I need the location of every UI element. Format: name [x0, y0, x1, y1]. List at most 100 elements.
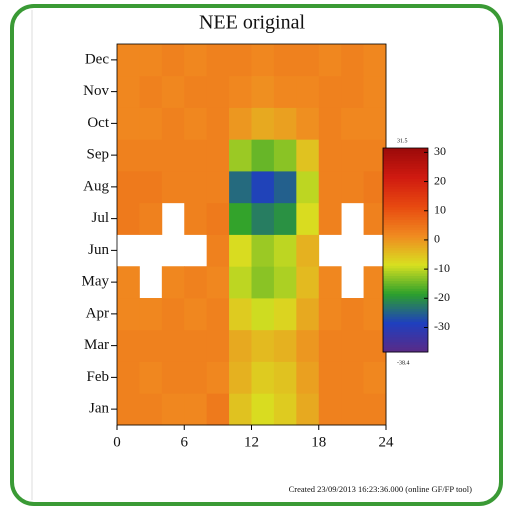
colorbar-strip	[383, 341, 428, 345]
colorbar-strip	[383, 290, 428, 294]
colorbar-strip	[383, 163, 428, 167]
heatmap-cell	[161, 171, 185, 204]
colorbar-strip	[383, 186, 428, 190]
colorbar-strip	[383, 272, 428, 276]
heatmap-cell	[251, 202, 275, 235]
colorbar-min-label: -38.4	[397, 360, 410, 366]
heatmap-cell	[161, 44, 185, 77]
heatmap-cell	[161, 107, 185, 140]
y-tick-label: Jul	[91, 210, 109, 226]
colorbar-strip	[383, 224, 428, 228]
colorbar-strip	[383, 153, 428, 157]
y-tick-label: Mar	[84, 337, 109, 353]
heatmap-cell	[229, 329, 252, 362]
colorbar-strip	[383, 252, 428, 256]
x-tick-label: 18	[311, 434, 326, 450]
heatmap-cell	[251, 298, 275, 331]
heatmap-cell	[318, 171, 342, 204]
colorbar-strip	[383, 158, 428, 162]
heatmap-cell	[296, 393, 320, 426]
y-tick-label: Jan	[89, 401, 109, 417]
y-tick-label: May	[82, 274, 110, 290]
heatmap-cell	[161, 266, 185, 299]
colorbar-strip	[383, 244, 428, 248]
colorbar-border	[382, 147, 429, 353]
heatmap-cell	[184, 393, 208, 426]
colorbar-strip	[383, 188, 428, 192]
colorbar-strip	[383, 173, 428, 177]
heatmap-cell	[273, 75, 297, 108]
colorbar-strip	[383, 239, 428, 243]
heatmap-cell	[229, 393, 252, 426]
heatmap-cell	[161, 393, 185, 426]
colorbar-strip	[383, 295, 428, 299]
colorbar-strip	[383, 206, 428, 210]
colorbar-strip	[383, 160, 428, 164]
heatmap-cell	[184, 298, 208, 331]
heatmap-cell	[251, 44, 275, 77]
heatmap-cell	[161, 329, 185, 362]
colorbar-tick-label: 0	[434, 232, 440, 246]
heatmap-cell	[229, 202, 252, 235]
heatmap-cell	[117, 393, 140, 426]
heatmap-cell	[318, 139, 342, 172]
heatmap-cell	[117, 329, 140, 362]
colorbar-strip	[383, 339, 428, 343]
y-tick-label: Oct	[87, 115, 109, 131]
colorbar-strip	[383, 247, 428, 251]
colorbar-strip	[383, 283, 428, 287]
colorbar-strip	[383, 148, 428, 152]
colorbar-strip	[383, 219, 428, 223]
colorbar-strip	[383, 323, 428, 327]
heatmap-cell	[229, 171, 252, 204]
heatmap-cell	[206, 361, 230, 394]
colorbar-strip	[383, 321, 428, 325]
colorbar-strip	[383, 168, 428, 172]
heatmap-cell	[363, 266, 387, 299]
heatmap-cell	[184, 266, 208, 299]
heatmap-cell	[296, 202, 320, 235]
heatmap-cell	[206, 298, 230, 331]
heatmap-cell	[296, 139, 320, 172]
heatmap-cell	[229, 234, 252, 267]
colorbar-strip	[383, 232, 428, 236]
heatmap-cell	[296, 171, 320, 204]
heatmap-cell	[117, 139, 140, 172]
heatmap-cell	[206, 234, 230, 267]
heatmap-cell	[251, 75, 275, 108]
heatmap-cell	[229, 298, 252, 331]
heatmap-cell	[184, 202, 208, 235]
heatmap-cell	[363, 298, 387, 331]
heatmap-cell	[139, 329, 163, 362]
heatmap-cell	[341, 393, 364, 426]
heatmap-cell	[206, 107, 230, 140]
heatmap-cell	[251, 139, 275, 172]
heatmap-cell	[251, 171, 275, 204]
colorbar-strip	[383, 165, 428, 169]
colorbar-strip	[383, 255, 428, 259]
heatmap-cell	[296, 234, 320, 267]
heatmap-cell	[251, 393, 275, 426]
heatmap-cell	[296, 44, 320, 77]
heatmap-cell	[273, 266, 297, 299]
heatmap-cell	[273, 298, 297, 331]
heatmap-cell	[206, 266, 230, 299]
colorbar-strip	[383, 229, 428, 233]
heatmap-cell	[363, 44, 387, 77]
heatmap-cell	[206, 139, 230, 172]
heatmap-cell	[229, 75, 252, 108]
heatmap-cell	[363, 361, 387, 394]
colorbar-strip	[383, 265, 428, 269]
heatmap-cell	[139, 139, 163, 172]
heatmap-cell	[341, 139, 364, 172]
y-tick-label: Apr	[86, 305, 109, 321]
y-tick-label: Jun	[88, 242, 109, 258]
colorbar-strip	[383, 183, 428, 187]
heatmap-cell	[296, 361, 320, 394]
colorbar-strip	[383, 196, 428, 200]
heatmap-cell	[273, 202, 297, 235]
colorbar-strip	[383, 329, 428, 333]
heatmap-cell	[139, 361, 163, 394]
colorbar-strip	[383, 260, 428, 264]
colorbar-tick-label: -20	[434, 290, 450, 304]
